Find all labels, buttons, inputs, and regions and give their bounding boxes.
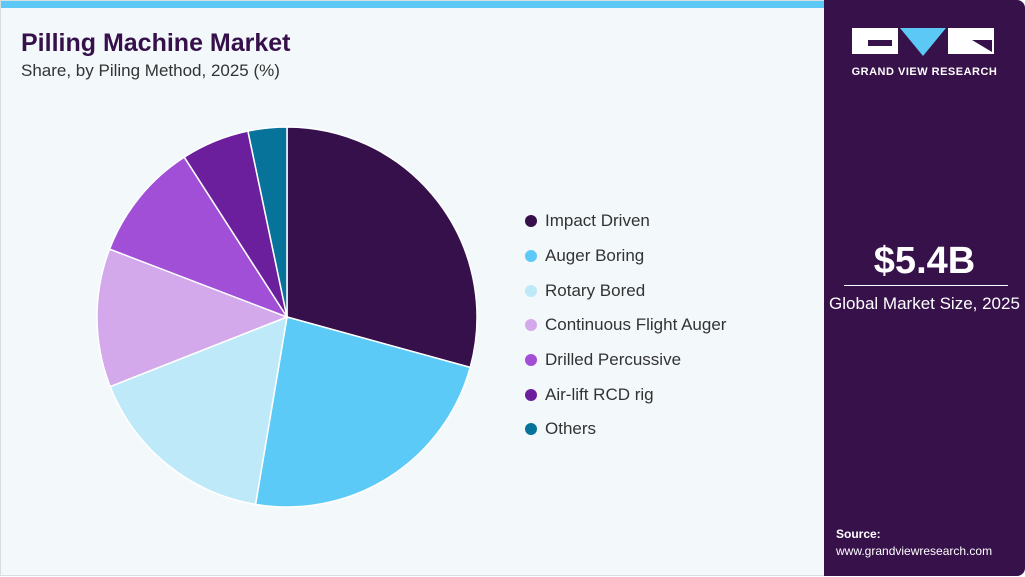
legend: Impact Driven Auger Boring Rotary Bored Con… <box>525 204 726 447</box>
chart-title: Pilling Machine Market <box>21 29 291 57</box>
legend-label: Rotary Bored <box>545 280 646 300</box>
legend-item: Drilled Percussive <box>525 343 726 378</box>
legend-swatch <box>525 354 537 367</box>
source: Source: www.grandviewresearch.com <box>836 526 992 560</box>
legend-label: Drilled Percussive <box>545 350 682 370</box>
legend-item: Air-lift RCD rig <box>525 377 726 412</box>
accent-bar <box>1 1 825 8</box>
sidebar: GRAND VIEW RESEARCH $5.4B Global Market … <box>824 0 1025 576</box>
source-label: Source: <box>836 527 881 541</box>
market-size-value: $5.4B <box>873 240 976 282</box>
legend-label: Auger Boring <box>545 246 645 266</box>
pie-slice-6 <box>247 126 288 318</box>
market-size-label: Global Market Size, 2025 <box>829 294 1020 313</box>
pie-chart <box>96 126 478 508</box>
legend-item: Continuous Flight Auger <box>525 308 726 343</box>
legend-label: Others <box>545 419 597 439</box>
legend-label: Impact Driven <box>545 211 650 231</box>
legend-item: Rotary Bored <box>525 273 726 308</box>
legend-item: Others <box>525 412 726 447</box>
pie-slice-0 <box>286 126 478 369</box>
legend-swatch <box>525 319 537 332</box>
legend-swatch <box>525 423 537 436</box>
legend-item: Impact Driven <box>525 204 726 239</box>
pie-slice-4 <box>108 156 289 319</box>
pie-slice-1 <box>254 316 472 508</box>
chart-area: Pilling Machine Market Share, by Piling … <box>0 0 825 576</box>
legend-label: Continuous Flight Auger <box>545 315 727 335</box>
legend-swatch <box>525 388 537 401</box>
divider <box>844 285 1008 286</box>
legend-swatch <box>525 215 537 228</box>
logo-text: GRAND VIEW RESEARCH <box>851 66 998 78</box>
legend-label: Air-lift RCD rig <box>545 384 654 404</box>
legend-item: Auger Boring <box>525 239 726 274</box>
legend-swatch <box>525 250 537 263</box>
pie-slice-2 <box>109 315 288 506</box>
gvr-logo <box>852 28 994 56</box>
pie-slice-3 <box>96 248 290 388</box>
chart-subtitle: Share, by Piling Method, 2025 (%) <box>21 61 280 80</box>
source-url[interactable]: www.grandviewresearch.com <box>836 544 993 558</box>
legend-swatch <box>525 284 537 297</box>
